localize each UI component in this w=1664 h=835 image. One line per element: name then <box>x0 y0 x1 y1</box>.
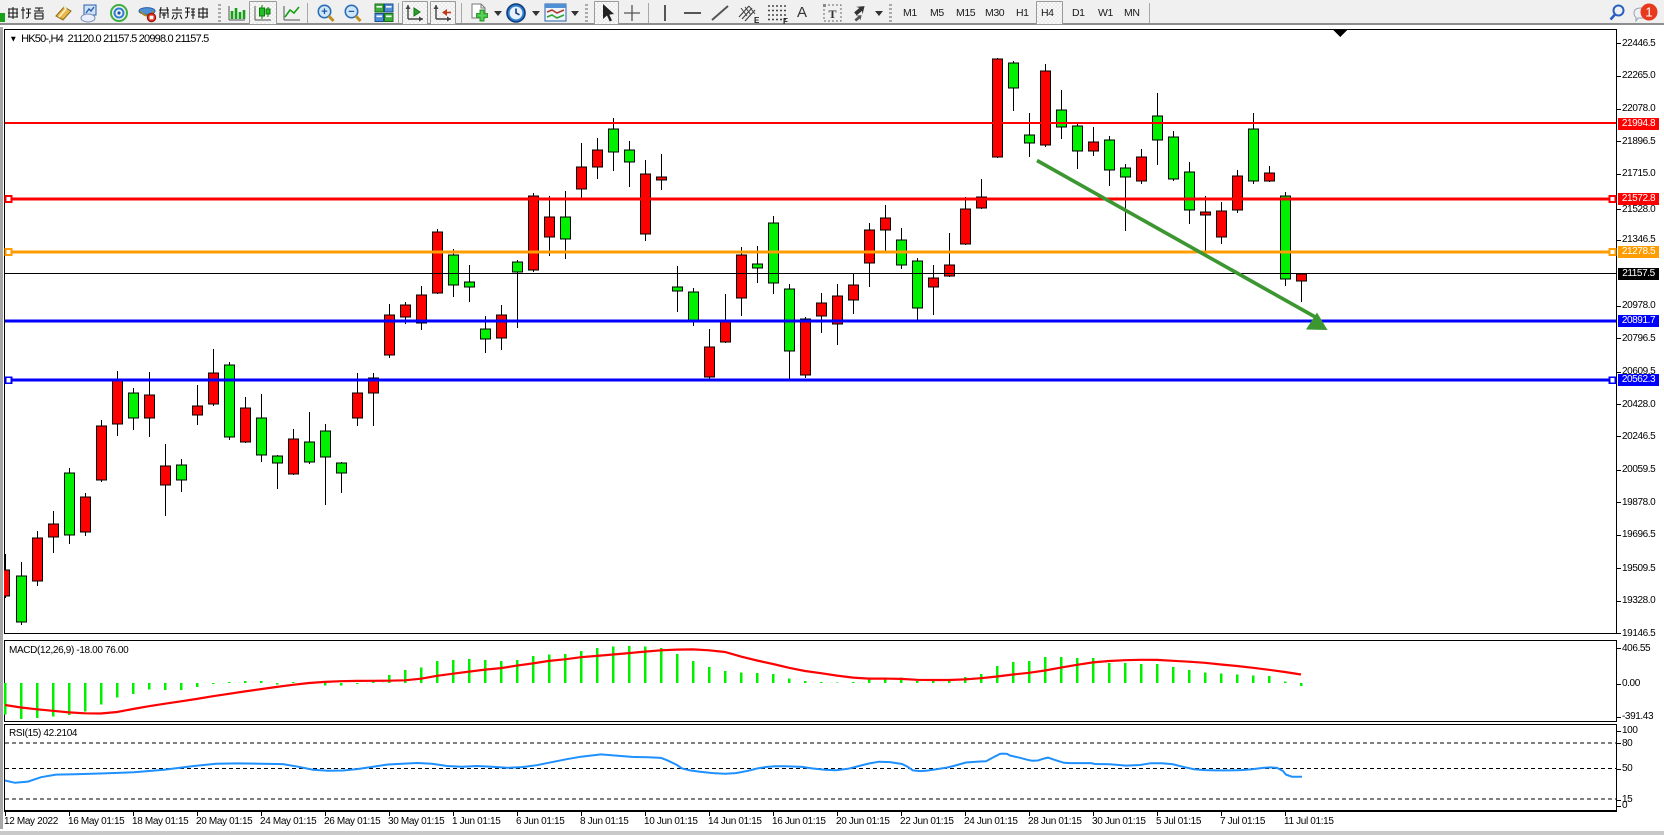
svg-text:−: − <box>348 6 354 18</box>
svg-text:F: F <box>783 17 788 26</box>
svg-text:1: 1 <box>1645 5 1652 20</box>
svg-text:E: E <box>754 16 760 25</box>
svg-text:T: T <box>828 7 836 21</box>
svg-text:+: + <box>321 6 327 18</box>
